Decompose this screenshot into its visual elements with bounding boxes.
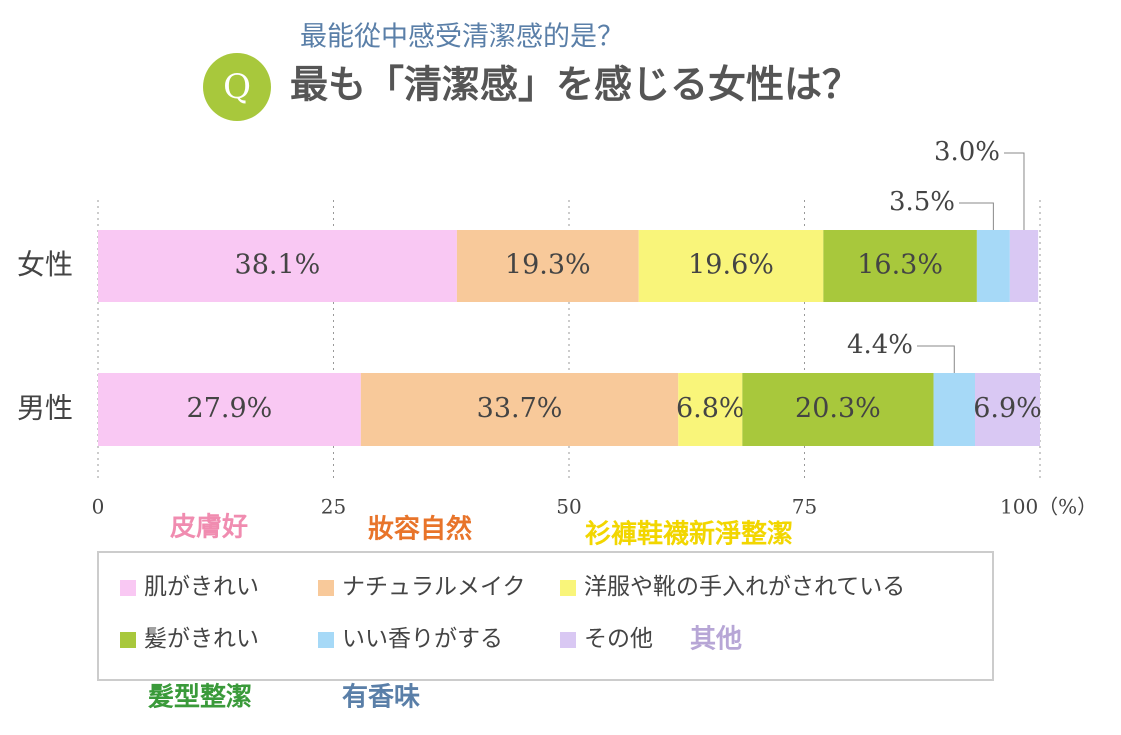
legend-box [97, 551, 994, 681]
x-tick-label: 100（%） [1000, 495, 1097, 519]
bar-segment [360, 373, 679, 446]
legend-label: ナチュラルメイク [342, 574, 526, 600]
badge-circle [203, 53, 271, 121]
annotation: 皮膚好 [170, 513, 248, 543]
legend-swatch [120, 632, 136, 648]
leader-line [1004, 152, 1025, 230]
legend-label: その他 [584, 626, 653, 652]
bar-segment [98, 230, 457, 302]
x-tick-label: 0 [92, 495, 105, 519]
value-label: 3.0% [934, 137, 1000, 167]
bar-segment [456, 230, 639, 302]
legend-swatch [318, 580, 334, 596]
annotation: 妝容自然 [368, 514, 472, 545]
legend-swatch [120, 580, 136, 596]
annotation: 衫褲鞋襪新淨整潔 [584, 519, 793, 550]
category-label: 男性 [17, 392, 73, 425]
legend-swatch [318, 632, 334, 648]
subtitle: 最能從中感受清潔感的是？ [300, 22, 624, 53]
chart-title: 最も「清潔感」を感じる女性は？ [290, 62, 860, 107]
value-label: 16.3% [857, 250, 943, 281]
legend-label: 洋服や靴の手入れがされている [584, 574, 905, 600]
badge: Q [223, 67, 251, 107]
legend-label: 髪がきれい [144, 626, 259, 652]
bar-segment [933, 373, 976, 446]
value-label: 20.3% [795, 393, 881, 424]
bar-segment [1009, 230, 1039, 302]
legend-label: いい香りがする [342, 626, 503, 652]
value-label: 4.4% [847, 330, 913, 360]
x-tick-label: 25 [321, 495, 346, 519]
bar-segment [638, 230, 824, 302]
annotation: 髮型整潔 [148, 682, 252, 713]
x-tick-label: 75 [792, 495, 817, 519]
value-label: 38.1% [235, 250, 321, 281]
legend-label: 肌がきれい [144, 574, 259, 600]
value-label: 19.3% [505, 250, 591, 281]
leader-line [917, 345, 955, 373]
bar-segment [976, 230, 1010, 302]
x-tick-label: 50 [556, 495, 581, 519]
bar-segment [975, 373, 1040, 446]
value-label: 3.5% [889, 187, 955, 217]
bar-segment [823, 230, 977, 302]
value-label: 33.7% [477, 393, 563, 424]
value-label: 6.8% [676, 393, 745, 424]
annotation: 有香味 [342, 683, 420, 713]
bar-segment [98, 373, 361, 446]
legend-swatch [560, 580, 576, 596]
value-label: 19.6% [688, 250, 774, 281]
annotation: 其他 [690, 625, 742, 655]
value-label: 27.9% [187, 393, 273, 424]
value-label: 6.9% [973, 393, 1042, 424]
bar-segment [742, 373, 934, 446]
category-label: 女性 [17, 248, 73, 281]
leader-line [959, 202, 994, 230]
legend-swatch [560, 632, 576, 648]
bar-segment [678, 373, 743, 446]
